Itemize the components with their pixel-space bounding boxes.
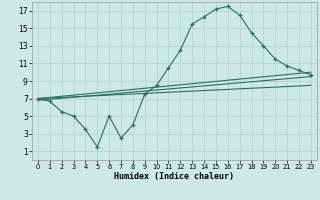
X-axis label: Humidex (Indice chaleur): Humidex (Indice chaleur): [115, 172, 234, 181]
